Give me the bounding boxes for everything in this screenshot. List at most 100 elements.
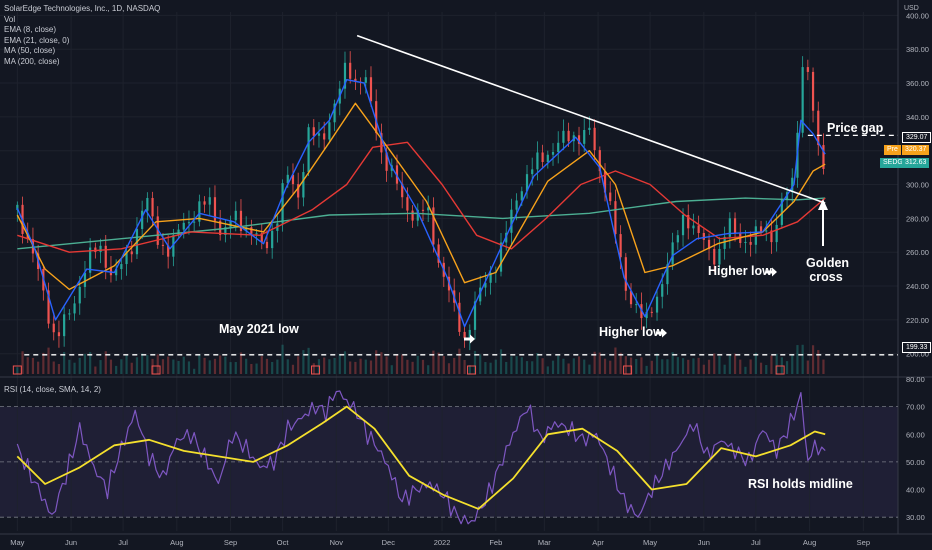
rsi-tick-label: 70.00 <box>906 403 925 412</box>
legend-ema8[interactable]: EMA (8, close) <box>4 25 57 34</box>
candle-body <box>473 301 477 330</box>
volume-bar <box>744 366 747 374</box>
legend-ema21[interactable]: EMA (21, close, 0) <box>4 35 70 45</box>
ma50-line <box>17 141 826 253</box>
candle-body <box>229 220 232 228</box>
volume-bar <box>811 345 815 374</box>
volume-bar <box>302 350 305 374</box>
legend-vol[interactable]: Vol <box>4 14 16 24</box>
volume-bar <box>354 361 357 374</box>
candle-body <box>395 165 399 184</box>
earnings-marker <box>623 365 633 375</box>
volume-bar <box>83 354 87 374</box>
volume-bar <box>551 360 555 374</box>
candle-body <box>489 272 492 283</box>
volume-bar <box>661 359 664 374</box>
volume-bar <box>468 365 471 374</box>
volume-bar <box>271 361 274 374</box>
volume-bar <box>359 358 362 374</box>
support-price-badge: 199.33 <box>902 342 932 353</box>
candle-body <box>302 172 305 198</box>
volume-bar <box>21 351 24 374</box>
rsi-sma-line <box>16 405 826 510</box>
price-tick-label: 380.00 <box>906 45 929 54</box>
volume-bar <box>463 360 466 374</box>
volume-bar <box>713 353 716 374</box>
candle-body <box>281 183 284 224</box>
candle-body <box>115 269 118 276</box>
candle-body <box>666 264 669 285</box>
volume-bar <box>739 359 742 374</box>
volume-bar <box>338 354 341 374</box>
volume-bar <box>401 354 404 374</box>
candle-body <box>801 67 804 133</box>
volume-bar <box>614 347 617 374</box>
candle-body <box>120 264 123 270</box>
volume-bar <box>593 351 596 374</box>
candle-body <box>312 127 315 136</box>
volume-bar <box>42 352 45 374</box>
time-tick-label: Jun <box>698 538 710 547</box>
candle-body <box>271 230 274 249</box>
rsi-legend[interactable]: RSI (14, close, SMA, 14, 2) <box>4 385 101 394</box>
annotation-price-gap: Price gap <box>827 121 884 135</box>
volume-bar <box>775 353 778 374</box>
candle-body <box>655 296 659 313</box>
rsi-tick-label: 50.00 <box>906 458 925 467</box>
candle-body <box>515 200 518 210</box>
volume-bar <box>796 345 799 374</box>
pre-value-badge: 320.37 <box>902 145 930 155</box>
volume-bar <box>520 357 523 374</box>
volume-bar <box>432 350 435 374</box>
candle-body <box>645 311 648 319</box>
candle-body <box>484 282 487 288</box>
volume-bar <box>546 366 549 374</box>
volume-bar <box>635 358 638 374</box>
volume-bar <box>817 350 820 374</box>
volume-bar <box>89 352 92 374</box>
candle-body <box>333 103 336 123</box>
candle-body <box>692 225 695 229</box>
ema8-line <box>16 79 826 328</box>
candle-body <box>567 130 570 142</box>
volume-bar <box>655 353 659 374</box>
volume-bar <box>687 359 690 374</box>
volume-bar <box>109 359 113 374</box>
candle-body <box>817 110 820 146</box>
volume-bar <box>640 357 643 374</box>
candle-body <box>770 230 773 243</box>
volume-bar <box>489 362 492 374</box>
candle-body <box>811 71 815 111</box>
volume-bar <box>307 347 310 374</box>
candle-body <box>146 197 149 211</box>
volume-bar <box>281 344 284 374</box>
candle-body <box>349 62 352 79</box>
rsi-tick-label: 30.00 <box>906 513 925 522</box>
legend-ma50[interactable]: MA (50, close) <box>4 46 56 55</box>
volume-bar <box>785 361 789 374</box>
volume-bar <box>702 364 705 374</box>
legend-ma200[interactable]: MA (200, close) <box>4 56 60 66</box>
volume-bar <box>73 362 76 374</box>
volume-bar <box>224 356 227 374</box>
candle-body <box>411 210 414 221</box>
candle-body <box>468 329 471 339</box>
annotation-golden-line1: Golden <box>806 256 850 270</box>
price-legend: SolarEdge Technologies, Inc., 1D, NASDAQ… <box>4 4 160 67</box>
volume-bar <box>754 352 757 374</box>
time-tick-label: Aug <box>170 538 183 547</box>
volume-bar <box>317 359 321 374</box>
volume-bar <box>120 359 123 374</box>
candle-body <box>437 244 440 263</box>
volume-bar <box>733 353 737 374</box>
volume-bar <box>99 360 102 374</box>
price-tick-label: 220.00 <box>906 316 929 325</box>
candle-body <box>307 127 310 173</box>
volume-bar <box>681 358 685 374</box>
candle-body <box>172 235 175 257</box>
volume-bar <box>115 365 118 374</box>
volume-bar <box>473 350 477 374</box>
annotation-golden-line2: cross <box>809 270 843 284</box>
